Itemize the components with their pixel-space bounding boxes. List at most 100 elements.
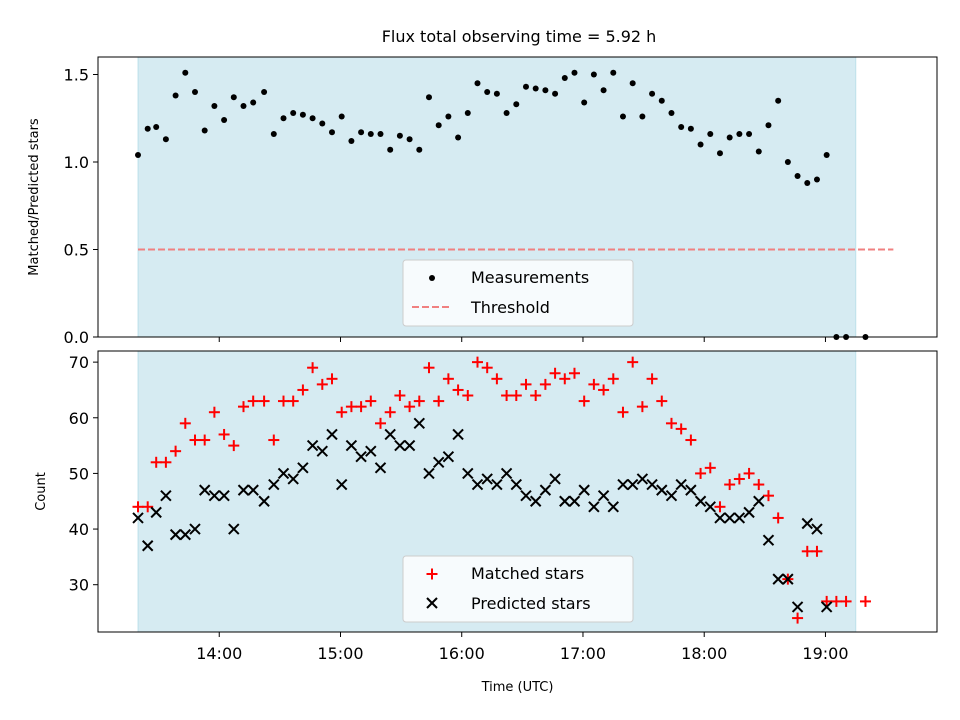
predicted-star-point [160, 489, 172, 502]
matched-star-point [132, 501, 144, 513]
measurement-point [338, 113, 345, 120]
matched-star-point [336, 406, 348, 418]
y-tick-label: 70 [69, 353, 89, 372]
legend-measurement-marker [429, 275, 435, 281]
measurement-point [474, 80, 481, 87]
measurement-point [687, 125, 694, 132]
predicted-star-point [491, 478, 503, 491]
cross-b [452, 428, 464, 441]
cross-b [665, 489, 678, 502]
matched-star-point [801, 545, 813, 557]
cross-b [208, 489, 221, 502]
predicted-star-point [791, 601, 804, 613]
x-tick-label: 18:00 [681, 644, 727, 663]
y-tick-label: 0.5 [64, 241, 89, 260]
matched-star-point [695, 467, 707, 479]
cross-b [160, 489, 172, 502]
measurement-point [678, 124, 685, 130]
measurement-point [736, 131, 743, 137]
measurement-point [794, 173, 801, 179]
predicted-star-point [723, 512, 736, 524]
legend-predicted-label: Predicted stars [471, 594, 591, 613]
matched-star-point [704, 462, 716, 474]
measurement-point [201, 127, 208, 134]
measurement-point [319, 120, 326, 127]
measurement-point [445, 113, 452, 120]
cross-b [228, 523, 240, 535]
predicted-star-point [617, 478, 629, 491]
cross-b [374, 462, 387, 474]
predicted-star-point [462, 467, 474, 480]
matched-star-point [481, 362, 493, 374]
predicted-star-point [277, 467, 290, 480]
cross-b [607, 501, 619, 513]
matched-star-point [179, 417, 191, 429]
matched-star-point [442, 373, 454, 385]
cross-b [491, 478, 503, 491]
cross-b [218, 489, 230, 502]
measurement-point [162, 136, 169, 143]
cross-b [714, 512, 726, 524]
cross-b [403, 439, 416, 452]
predicted-star-point [820, 601, 833, 613]
matched-star-point [160, 456, 172, 468]
cross-b [675, 478, 687, 491]
legend-matched-label: Matched stars [471, 564, 584, 583]
cross-b [791, 601, 804, 613]
cross-b [335, 478, 348, 491]
measurement-point [610, 69, 617, 76]
cross-b [539, 484, 552, 496]
cross-b [694, 495, 707, 507]
cross-b [656, 484, 668, 496]
predicted-star-point [471, 478, 484, 491]
measurement-point [464, 110, 471, 116]
matched-star-point [208, 406, 220, 418]
cross-b [297, 462, 309, 474]
matched-star-point [345, 401, 357, 413]
measurement-point [270, 131, 277, 137]
predicted-star-point [782, 573, 794, 585]
measurement-point [396, 132, 403, 139]
ratio-x-ticks [218, 337, 826, 342]
measurement-point [182, 69, 189, 76]
matched-star-point [150, 456, 162, 468]
predicted-star-point [394, 439, 406, 452]
matched-star-point [491, 373, 503, 385]
matched-star-point [423, 362, 435, 374]
cross-b [268, 478, 280, 491]
cross-b [685, 484, 697, 496]
measurement-points [135, 69, 869, 340]
cross-b [432, 456, 445, 468]
cross-b [287, 473, 299, 485]
predicted-star-point [218, 489, 230, 502]
y-tick-label: 50 [69, 464, 89, 483]
measurement-point [552, 90, 559, 97]
predicted-star-point [549, 473, 561, 485]
cross-b [597, 489, 610, 502]
x-tick-label: 19:00 [802, 644, 848, 663]
predicted-star-point [656, 484, 668, 496]
matched-star-point [559, 373, 571, 385]
cross-b [413, 417, 426, 430]
predicted-star-point [607, 501, 619, 513]
legend-box [402, 555, 634, 623]
measurement-point [668, 110, 675, 116]
measurement-point [784, 159, 791, 165]
matched-star-point [374, 417, 386, 429]
matched-star-point [598, 384, 610, 396]
matched-star-point [840, 595, 852, 607]
predicted-star-point [142, 540, 154, 552]
measurement-point [561, 75, 568, 81]
measurement-point [619, 113, 626, 120]
measurement-point [328, 129, 335, 136]
predicted-star-point [694, 495, 707, 507]
cross-b [179, 528, 192, 541]
measurement-point [299, 111, 306, 118]
cross-b [617, 478, 629, 491]
count-panel: 30 40 50 60 70 14:00 15:00 16:00 17:00 18:00 19:0… [34, 350, 938, 695]
matched-star-point [452, 384, 464, 396]
cross-b [355, 451, 367, 463]
matched-star-point [228, 440, 240, 452]
matched-star-point [142, 501, 154, 513]
matched-star-point [753, 479, 765, 491]
